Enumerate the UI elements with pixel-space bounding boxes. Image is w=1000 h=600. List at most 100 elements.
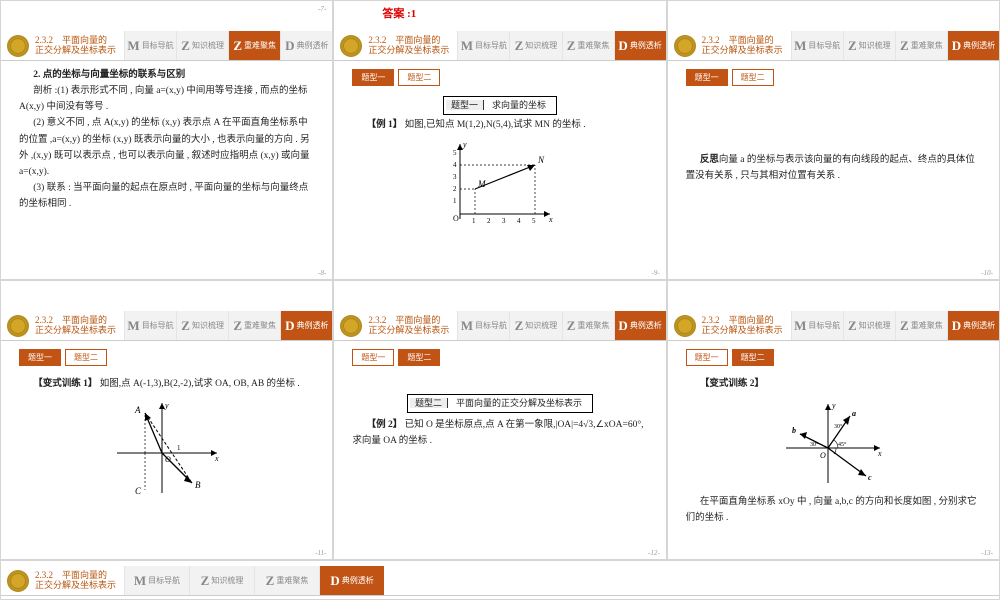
svg-text:O: O: [820, 451, 826, 460]
svg-text:5: 5: [532, 217, 536, 225]
nav-zhongnan[interactable]: Z重难聚焦: [562, 31, 614, 60]
nav-mubiao[interactable]: M目标导航: [457, 31, 509, 60]
nav-dianli[interactable]: D典例透析: [280, 31, 332, 60]
tab-1[interactable]: 题型一: [352, 69, 394, 86]
slide-1: -7- 2.3.2 平面向量的正交分解及坐标表示 M目标导航 Z知识梳理 Z重难…: [0, 0, 333, 280]
logo-icon: [7, 35, 29, 57]
figure-ab: O x y 1 A B C: [19, 398, 314, 498]
reflect-lead: 反思: [700, 155, 719, 165]
header: 2.3.2 平面向量的正交分解及坐标表示 M目标导航 Z知识梳理 Z重难聚焦 D…: [334, 31, 665, 61]
nav-mubiao[interactable]: M目标导航: [791, 311, 843, 340]
nav-mubiao[interactable]: M目标导航: [124, 31, 176, 60]
paragraph: (3) 联系 : 当平面向量的起点在原点时 , 平面向量的坐标与向量终点的坐标相…: [19, 180, 314, 212]
svg-text:y: y: [831, 401, 836, 410]
svg-text:M: M: [477, 179, 486, 189]
svg-text:O: O: [453, 214, 459, 223]
svg-text:5: 5: [453, 149, 457, 157]
logo-icon: [674, 315, 696, 337]
tab-2[interactable]: 题型二: [398, 349, 440, 366]
answer-label: 答案 :1: [382, 5, 416, 21]
svg-text:x: x: [548, 215, 553, 224]
pagenum: -13-: [981, 549, 993, 557]
tab-2[interactable]: 题型二: [732, 349, 774, 366]
slide-7: 2.3.2 平面向量的正交分解及坐标表示 M目标导航 Z知识梳理 Z重难聚焦 D…: [0, 560, 1000, 600]
svg-text:4: 4: [517, 217, 521, 225]
svg-text:2: 2: [453, 185, 457, 193]
svg-text:1: 1: [177, 444, 181, 452]
paragraph: 剖析 :(1) 表示形式不同 , 向量 a=(x,y) 中间用等号连接 , 而点…: [19, 83, 314, 115]
pagenum: -10-: [981, 269, 993, 277]
nav-zhishi[interactable]: Z知识梳理: [843, 31, 895, 60]
pagenum: -12-: [648, 549, 660, 557]
paragraph: (2) 意义不同 , 点 A(x,y) 的坐标 (x,y) 表示点 A 在平面直…: [19, 115, 314, 180]
content: 题型一求向量的坐标 【例 1】 如图,已知点 M(1,2),N(5,4),试求 …: [334, 90, 665, 235]
nav-zhishi[interactable]: Z知识梳理: [509, 311, 561, 340]
type-box: 题型二平面向量的正交分解及坐标表示: [407, 394, 593, 413]
logo-icon: [340, 315, 362, 337]
logo-icon: [7, 570, 29, 592]
tab-1[interactable]: 题型一: [686, 349, 728, 366]
tab-1[interactable]: 题型一: [686, 69, 728, 86]
nav-mubiao[interactable]: M目标导航: [124, 311, 176, 340]
content: 2. 点的坐标与向量坐标的联系与区别 剖析 :(1) 表示形式不同 , 向量 a…: [1, 61, 332, 218]
section-title: 2.3.2 平面向量的正交分解及坐标表示: [368, 36, 449, 56]
svg-text:3: 3: [502, 217, 506, 225]
reflect-body: 向量 a 的坐标与表示该向量的有向线段的起点、终点的具体位置没有关系 , 只与其…: [686, 155, 975, 181]
svg-text:B: B: [195, 480, 201, 490]
nav-zhishi[interactable]: Z知识梳理: [189, 566, 254, 595]
nav-zhongnan[interactable]: Z重难聚焦: [562, 311, 614, 340]
pagenum: -11-: [315, 549, 326, 557]
nav-dianli[interactable]: D典例透析: [947, 31, 999, 60]
nav-dianli[interactable]: D典例透析: [614, 311, 666, 340]
svg-text:C: C: [135, 486, 142, 496]
tab-1[interactable]: 题型一: [19, 349, 61, 366]
section-title: 2.3.2 平面向量的正交分解及坐标表示: [35, 36, 116, 56]
slide-6: 2.3.2 平面向量的正交分解及坐标表示 M目标导航 Z知识梳理 Z重难聚焦 D…: [667, 280, 1000, 560]
type-box: 题型一求向量的坐标: [443, 96, 557, 115]
nav-zhongnan[interactable]: Z重难聚焦: [895, 311, 947, 340]
slide-5: 2.3.2 平面向量的正交分解及坐标表示 M目标导航 Z知识梳理 Z重难聚焦 D…: [333, 280, 666, 560]
pagenum: -8-: [318, 269, 326, 277]
nav-zhongnan[interactable]: Z重难聚焦: [895, 31, 947, 60]
logo-icon: [7, 315, 29, 337]
nav-dianli[interactable]: D典例透析: [319, 566, 384, 595]
pagenum: -9-: [651, 269, 659, 277]
svg-text:b: b: [792, 426, 796, 435]
nav-zhongnan[interactable]: Z重难聚焦: [228, 31, 280, 60]
svg-text:45°: 45°: [838, 441, 847, 448]
slide-2: 答案 :1 2.3.2 平面向量的正交分解及坐标表示 M目标导航 Z知识梳理 Z…: [333, 0, 666, 280]
svg-text:2: 2: [487, 217, 491, 225]
slide-4: 2.3.2 平面向量的正交分解及坐标表示 M目标导航 Z知识梳理 Z重难聚焦 D…: [0, 280, 333, 560]
nav-dianli[interactable]: D典例透析: [280, 311, 332, 340]
svg-text:N: N: [537, 155, 545, 165]
nav-dianli[interactable]: D典例透析: [947, 311, 999, 340]
svg-text:A: A: [134, 405, 141, 415]
tab-2[interactable]: 题型二: [732, 69, 774, 86]
tab-2[interactable]: 题型二: [65, 349, 107, 366]
nav-zhishi[interactable]: Z知识梳理: [843, 311, 895, 340]
svg-text:1: 1: [472, 217, 476, 225]
subtitle: 2. 点的坐标与向量坐标的联系与区别: [33, 70, 185, 80]
nav-zhishi[interactable]: Z知识梳理: [509, 31, 561, 60]
nav-mubiao[interactable]: M目标导航: [124, 566, 189, 595]
tab-1[interactable]: 题型一: [352, 349, 394, 366]
slide-3: 2.3.2 平面向量的正交分解及坐标表示 M目标导航 Z知识梳理 Z重难聚焦 D…: [667, 0, 1000, 280]
figure-mn: O x y 12345 12345 M N: [352, 139, 647, 229]
nav-mubiao[interactable]: M目标导航: [791, 31, 843, 60]
svg-text:y: y: [164, 401, 169, 410]
nav-dianli[interactable]: D典例透析: [614, 31, 666, 60]
pagenum-top: -7-: [318, 5, 326, 13]
nav-zhishi[interactable]: Z知识梳理: [176, 311, 228, 340]
svg-text:x: x: [214, 454, 219, 463]
tabs: 题型一 题型二: [352, 69, 665, 86]
nav-zhishi[interactable]: Z知识梳理: [176, 31, 228, 60]
nav-zhongnan[interactable]: Z重难聚焦: [254, 566, 319, 595]
body: 在平面直角坐标系 xOy 中 , 向量 a,b,c 的方向和长度如图 , 分别求…: [686, 494, 981, 526]
logo-icon: [674, 35, 696, 57]
nav-zhongnan[interactable]: Z重难聚焦: [228, 311, 280, 340]
svg-text:4: 4: [453, 161, 457, 169]
svg-text:30°: 30°: [834, 423, 843, 430]
nav-mubiao[interactable]: M目标导航: [457, 311, 509, 340]
tab-2[interactable]: 题型二: [398, 69, 440, 86]
logo-icon: [340, 35, 362, 57]
